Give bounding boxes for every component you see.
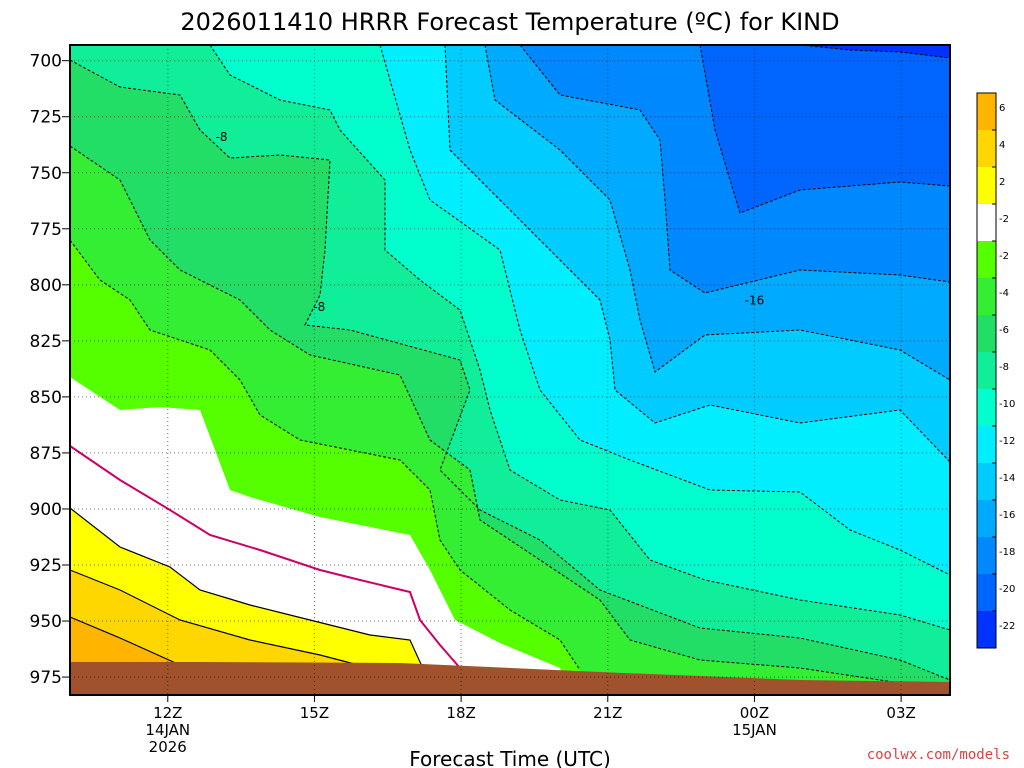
contour-line — [444, 44, 951, 463]
y-tick-label: 975 — [30, 668, 62, 688]
colorbar-label: -16 — [999, 510, 1015, 521]
y-tick-label: 800 — [30, 276, 62, 296]
contour-line — [209, 44, 951, 631]
x-tick-sublabel: 15JAN — [732, 721, 777, 739]
contour-label: -8 — [216, 130, 228, 144]
colorbar-label: -14 — [999, 473, 1015, 484]
x-tick-sublabel: 14JAN — [145, 721, 190, 739]
colorbar-segment — [977, 167, 996, 204]
y-tick-label: 700 — [30, 52, 62, 72]
grid — [70, 45, 950, 695]
colorbar-segment — [977, 278, 996, 315]
contour-line — [69, 507, 436, 696]
contour-line — [519, 44, 951, 294]
contour-line — [69, 616, 181, 666]
x-tick-sublabel: 2026 — [149, 738, 187, 756]
colorbar-label: -12 — [999, 436, 1015, 447]
contour-label: -8 — [313, 300, 325, 314]
colorbar: 6 4 2 -2 -2 -4 -6 -8 -10 -12 -14 -16 -18 -20 -22 — [976, 92, 1015, 649]
x-tick-label: 21Z — [593, 704, 622, 722]
credit-text: coolwx.com/models — [867, 747, 1010, 763]
colorbar-segment — [977, 315, 996, 352]
y-tick-label: 950 — [30, 612, 62, 632]
colorbar-label: -2 — [999, 251, 1009, 262]
colorbar-segment — [977, 241, 996, 278]
colorbar-segment — [977, 352, 996, 389]
colorbar-label: -22 — [999, 621, 1015, 632]
colorbar-label: 6 — [999, 103, 1005, 114]
y-tick-label: 850 — [30, 388, 62, 408]
colorbar-segment — [977, 463, 996, 500]
colorbar-segment — [977, 93, 996, 130]
colorbar-label: -10 — [999, 399, 1015, 410]
y-tick-label: 725 — [30, 108, 62, 128]
colorbar-label: -8 — [999, 362, 1009, 373]
x-axis-label: Forecast Time (UTC) — [409, 747, 611, 768]
y-tick-label: 775 — [30, 220, 62, 240]
colorbar-segment — [977, 537, 996, 574]
colorbar-segment — [977, 204, 996, 241]
colorbar-label: -4 — [999, 288, 1009, 299]
plot-frame — [69, 44, 951, 696]
freezing-line — [69, 445, 461, 669]
contour-line — [69, 59, 951, 681]
y-tick-label: 875 — [30, 444, 62, 464]
x-tick-label: 03Z — [886, 704, 915, 722]
colorbar-segment — [977, 426, 996, 463]
colorbar-segment — [977, 500, 996, 537]
colorbar-frame — [976, 92, 997, 649]
x-tick-label: 18Z — [446, 704, 475, 722]
x-tick-label: 15Z — [300, 704, 329, 722]
x-tick-label: 00Z — [740, 704, 769, 722]
colorbar-label: -2 — [999, 214, 1009, 225]
colorbar-segment — [977, 389, 996, 426]
contour-line — [699, 44, 951, 214]
x-tick-label: 12Z — [153, 704, 182, 722]
contour-line — [69, 569, 371, 669]
contour-line — [484, 44, 951, 381]
plot-area: -8 -8 -16 — [69, 44, 951, 696]
colorbar-label: -20 — [999, 584, 1015, 595]
colorbar-segment — [977, 130, 996, 167]
colorbar-segment — [977, 574, 996, 611]
contour-line — [69, 145, 951, 689]
colorbar-label: -18 — [999, 547, 1015, 558]
colorbar-segment — [977, 611, 996, 648]
y-tick-label: 825 — [30, 332, 62, 352]
y-tick-label: 925 — [30, 556, 62, 576]
y-tick-label: 750 — [30, 164, 62, 184]
colorbar-label: 4 — [999, 140, 1005, 151]
contour-line — [69, 239, 581, 671]
y-axis: 700 725 750 775 800 825 850 875 900 925 950 975 — [30, 52, 70, 688]
colorbar-label: 2 — [999, 177, 1005, 188]
terrain — [70, 662, 950, 695]
chart-title: 2026011410 HRRR Forecast Temperature (ºC… — [180, 8, 839, 36]
y-tick-label: 900 — [30, 500, 62, 520]
contour-line — [379, 44, 951, 576]
colorbar-label: -6 — [999, 325, 1009, 336]
contour-line — [799, 44, 951, 59]
contour-label: -16 — [745, 294, 765, 308]
